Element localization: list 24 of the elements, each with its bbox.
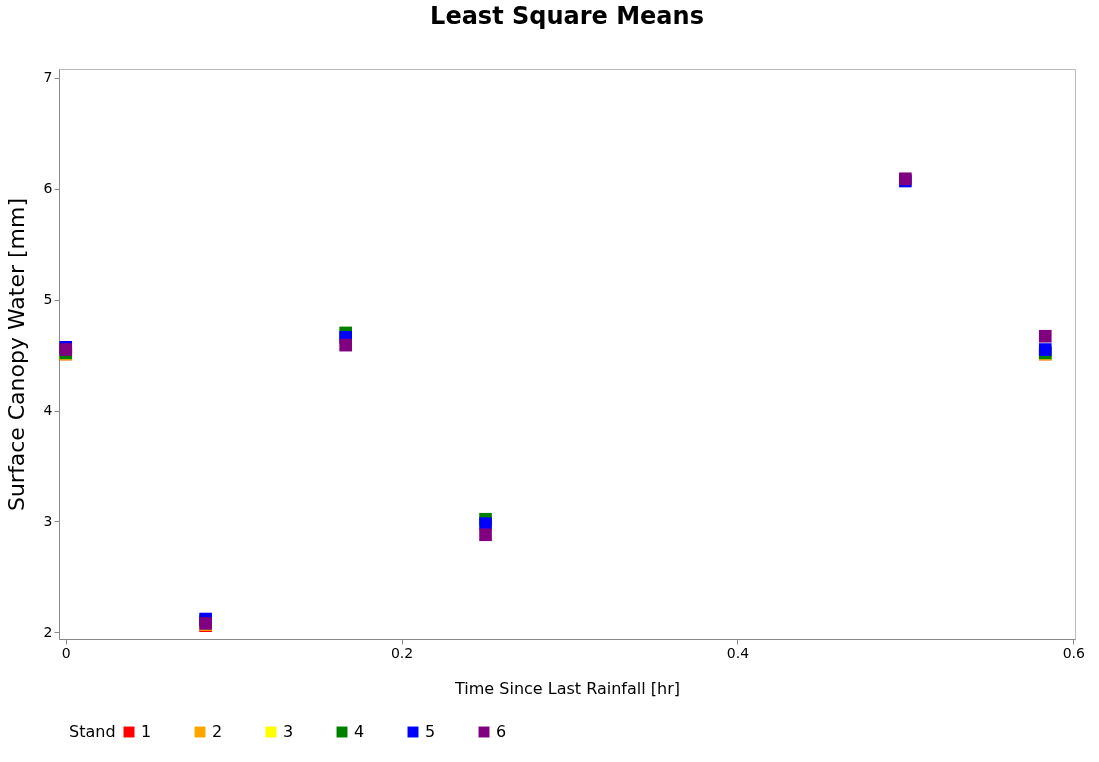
- legend-label: 1: [141, 722, 152, 741]
- legend-label: 6: [496, 722, 507, 741]
- point: [339, 338, 352, 352]
- y-axis-title: Surface Canopy Water [mm]: [3, 197, 29, 512]
- x-tick-label: 0: [61, 644, 71, 661]
- chart-title: Least Square Means: [430, 2, 704, 30]
- legend-title: Stand: [69, 722, 116, 741]
- x-tick-label: 0.4: [726, 644, 750, 661]
- x-axis-title: Time Since Last Rainfall [hr]: [454, 678, 680, 698]
- point: [1038, 343, 1052, 356]
- y-tick-label: 4: [43, 402, 53, 419]
- legend-label: 3: [283, 722, 294, 741]
- y-tick-label: 3: [43, 512, 53, 529]
- point: [1038, 329, 1052, 343]
- x-tick-label: 0.6: [1062, 644, 1086, 661]
- y-tick-label: 6: [43, 180, 53, 197]
- y-tick-label: 5: [43, 291, 53, 308]
- legend-label: 5: [425, 722, 436, 741]
- legend-label: 4: [354, 722, 365, 741]
- x-tick-label: 0.2: [390, 644, 414, 661]
- legend-label: 2: [212, 722, 223, 741]
- y-tick-label: 2: [43, 623, 53, 640]
- point: [479, 528, 492, 542]
- y-tick-label: 7: [43, 69, 53, 86]
